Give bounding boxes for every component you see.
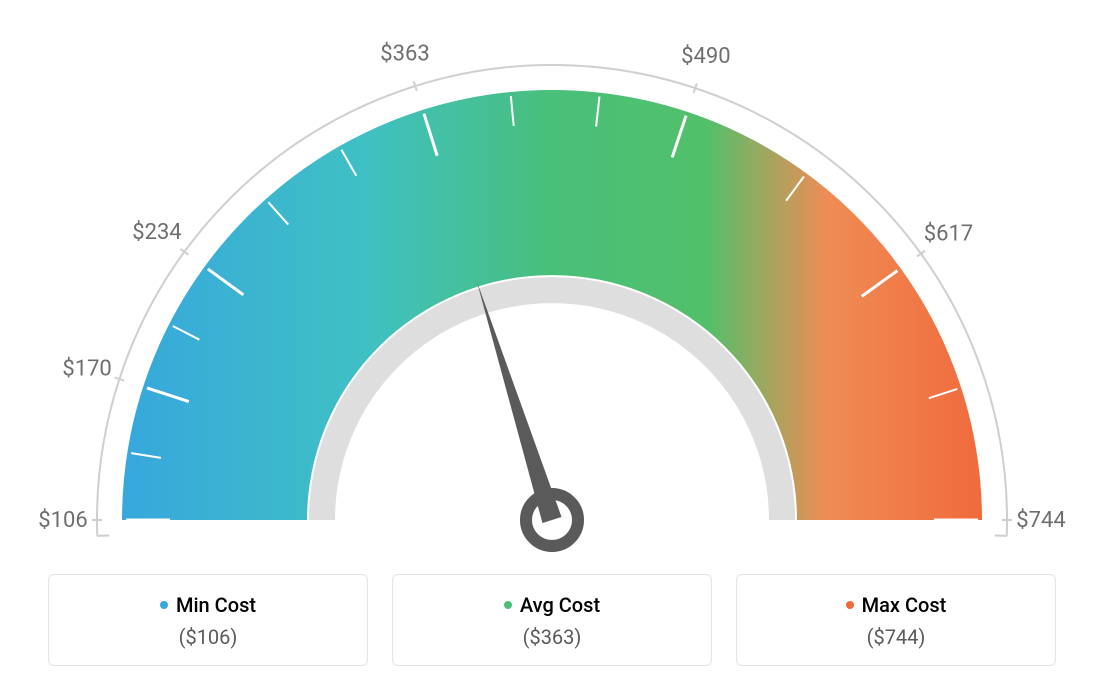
gauge-chart: $106 $170 $234 $363 $490 $617 $744: [0, 0, 1104, 560]
legend-title-avg: Avg Cost: [504, 593, 600, 617]
dot-icon: [846, 601, 854, 609]
legend-card-min: Min Cost ($106): [48, 574, 368, 666]
svg-text:$490: $490: [681, 44, 730, 69]
svg-text:$106: $106: [38, 508, 87, 533]
dot-icon: [160, 601, 168, 609]
legend-title-min: Min Cost: [160, 593, 256, 617]
legend-card-max: Max Cost ($744): [736, 574, 1056, 666]
svg-text:$170: $170: [62, 356, 111, 381]
legend-row: Min Cost ($106) Avg Cost ($363) Max Cost…: [0, 574, 1104, 666]
legend-label: Min Cost: [176, 593, 256, 617]
legend-label: Avg Cost: [520, 593, 600, 617]
svg-text:$234: $234: [132, 220, 181, 245]
svg-text:$617: $617: [924, 222, 973, 247]
legend-label: Max Cost: [862, 593, 947, 617]
legend-value: ($106): [49, 625, 367, 649]
legend-value: ($744): [737, 625, 1055, 649]
legend-value: ($363): [393, 625, 711, 649]
dot-icon: [504, 601, 512, 609]
svg-text:$363: $363: [380, 42, 429, 67]
legend-title-max: Max Cost: [846, 593, 947, 617]
svg-text:$744: $744: [1016, 508, 1065, 533]
gauge-svg: $106 $170 $234 $363 $490 $617 $744: [0, 0, 1104, 560]
legend-card-avg: Avg Cost ($363): [392, 574, 712, 666]
